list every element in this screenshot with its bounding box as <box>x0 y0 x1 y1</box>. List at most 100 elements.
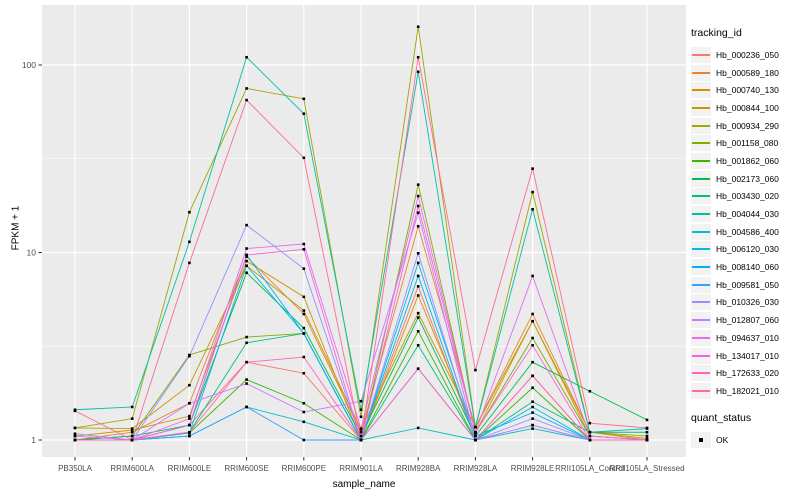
series-color-swatch <box>691 312 711 329</box>
data-point <box>188 414 191 418</box>
y-tick-label: 100 <box>22 60 36 70</box>
data-point <box>531 207 534 211</box>
data-point <box>531 343 534 347</box>
data-point <box>645 430 649 434</box>
data-point <box>302 371 306 375</box>
data-point <box>130 405 134 409</box>
legend-item-ok: OK <box>691 431 799 449</box>
data-point <box>531 336 534 340</box>
data-point <box>302 312 306 316</box>
legend-item: Hb_182021_010 <box>691 382 799 400</box>
data-point <box>130 438 134 442</box>
data-point <box>188 401 191 405</box>
series-color-swatch <box>691 276 711 293</box>
data-point <box>416 426 420 430</box>
line-swatch-icon <box>692 159 710 162</box>
legend-panel: tracking_id Hb_000236_050 Hb_000589_180 Hb… <box>691 27 799 448</box>
line-swatch-icon <box>692 301 710 304</box>
data-point <box>245 341 248 345</box>
data-point <box>130 428 134 432</box>
line-swatch-icon <box>692 177 710 180</box>
data-point <box>416 211 420 215</box>
legend-label: Hb_006120_030 <box>716 244 779 255</box>
data-point <box>645 426 649 430</box>
data-point <box>531 400 534 404</box>
data-point <box>302 355 306 359</box>
x-tick-label: RRIM600LE <box>168 464 212 473</box>
x-tick-label: RRII105LA_Stressed <box>609 464 684 473</box>
line-swatch-icon <box>692 230 710 233</box>
data-point <box>645 434 649 438</box>
legend-label: Hb_172633_020 <box>716 368 779 379</box>
data-point <box>416 252 420 255</box>
legend-title-tracking-id: tracking_id <box>691 27 742 39</box>
line-swatch-icon <box>692 195 710 198</box>
data-point <box>645 418 649 422</box>
data-point <box>474 434 477 438</box>
line-swatch-icon <box>692 283 710 286</box>
data-point <box>302 410 306 414</box>
data-point <box>188 261 191 265</box>
line-swatch-icon <box>692 71 710 74</box>
data-point <box>245 405 248 409</box>
data-point <box>73 432 77 436</box>
data-point <box>416 274 420 278</box>
data-point <box>302 332 306 335</box>
data-point <box>359 430 363 434</box>
data-point <box>416 311 420 315</box>
series-color-swatch <box>691 82 711 99</box>
series-color-swatch <box>691 206 711 223</box>
tracking-id-legend-items: Hb_000236_050 Hb_000589_180 Hb_000740_130 H… <box>691 46 799 400</box>
data-point <box>531 423 534 427</box>
series-color-swatch <box>691 329 711 346</box>
data-point <box>302 420 306 424</box>
legend-label: Hb_000844_100 <box>716 102 779 113</box>
legend-item: Hb_009581_050 <box>691 276 799 294</box>
legend-item: Hb_002173_060 <box>691 170 799 188</box>
line-swatch-icon <box>692 53 710 56</box>
data-point <box>588 389 592 393</box>
data-point <box>588 438 592 442</box>
legend-item: Hb_172633_020 <box>691 364 799 382</box>
data-point <box>245 223 248 227</box>
data-point <box>245 255 248 258</box>
legend-item: Hb_000934_290 <box>691 117 799 135</box>
x-axis-title: sample_name <box>332 479 396 490</box>
x-tick-label: RRIM901LA <box>339 464 383 473</box>
series-color-swatch <box>691 188 711 205</box>
data-point <box>245 335 248 339</box>
line-swatch-icon <box>692 266 710 269</box>
x-tick-label: RRIM600LA <box>110 464 154 473</box>
data-point <box>359 415 363 419</box>
series-color-swatch <box>691 170 711 187</box>
series-color-swatch <box>691 152 711 169</box>
data-point <box>130 427 134 430</box>
data-point <box>531 405 534 409</box>
data-point <box>302 267 306 270</box>
line-swatch-icon <box>692 336 710 339</box>
legend-label: Hb_008140_060 <box>716 262 779 273</box>
data-point <box>302 242 306 246</box>
data-point <box>531 312 534 316</box>
data-point <box>245 382 248 385</box>
data-point <box>302 309 306 312</box>
data-point <box>416 25 420 29</box>
data-point <box>302 295 306 299</box>
legend-item: Hb_134017_010 <box>691 347 799 365</box>
legend-label: Hb_094637_010 <box>716 332 779 343</box>
legend-item: Hb_004044_030 <box>691 205 799 223</box>
data-point <box>245 360 248 364</box>
data-point <box>245 271 248 275</box>
data-point <box>188 354 191 358</box>
legend-item: Hb_000740_130 <box>691 81 799 99</box>
series-color-swatch <box>691 46 711 63</box>
data-point <box>416 316 420 319</box>
quant-status-legend: quant_status OK <box>691 412 799 449</box>
data-point <box>474 368 477 372</box>
data-point <box>416 261 420 265</box>
legend-title-quant-status: quant_status <box>691 411 752 424</box>
legend-label: Hb_003430_020 <box>716 191 779 202</box>
legend-item: Hb_094637_010 <box>691 329 799 347</box>
data-point <box>73 426 77 430</box>
legend-label: Hb_000934_290 <box>716 120 779 131</box>
